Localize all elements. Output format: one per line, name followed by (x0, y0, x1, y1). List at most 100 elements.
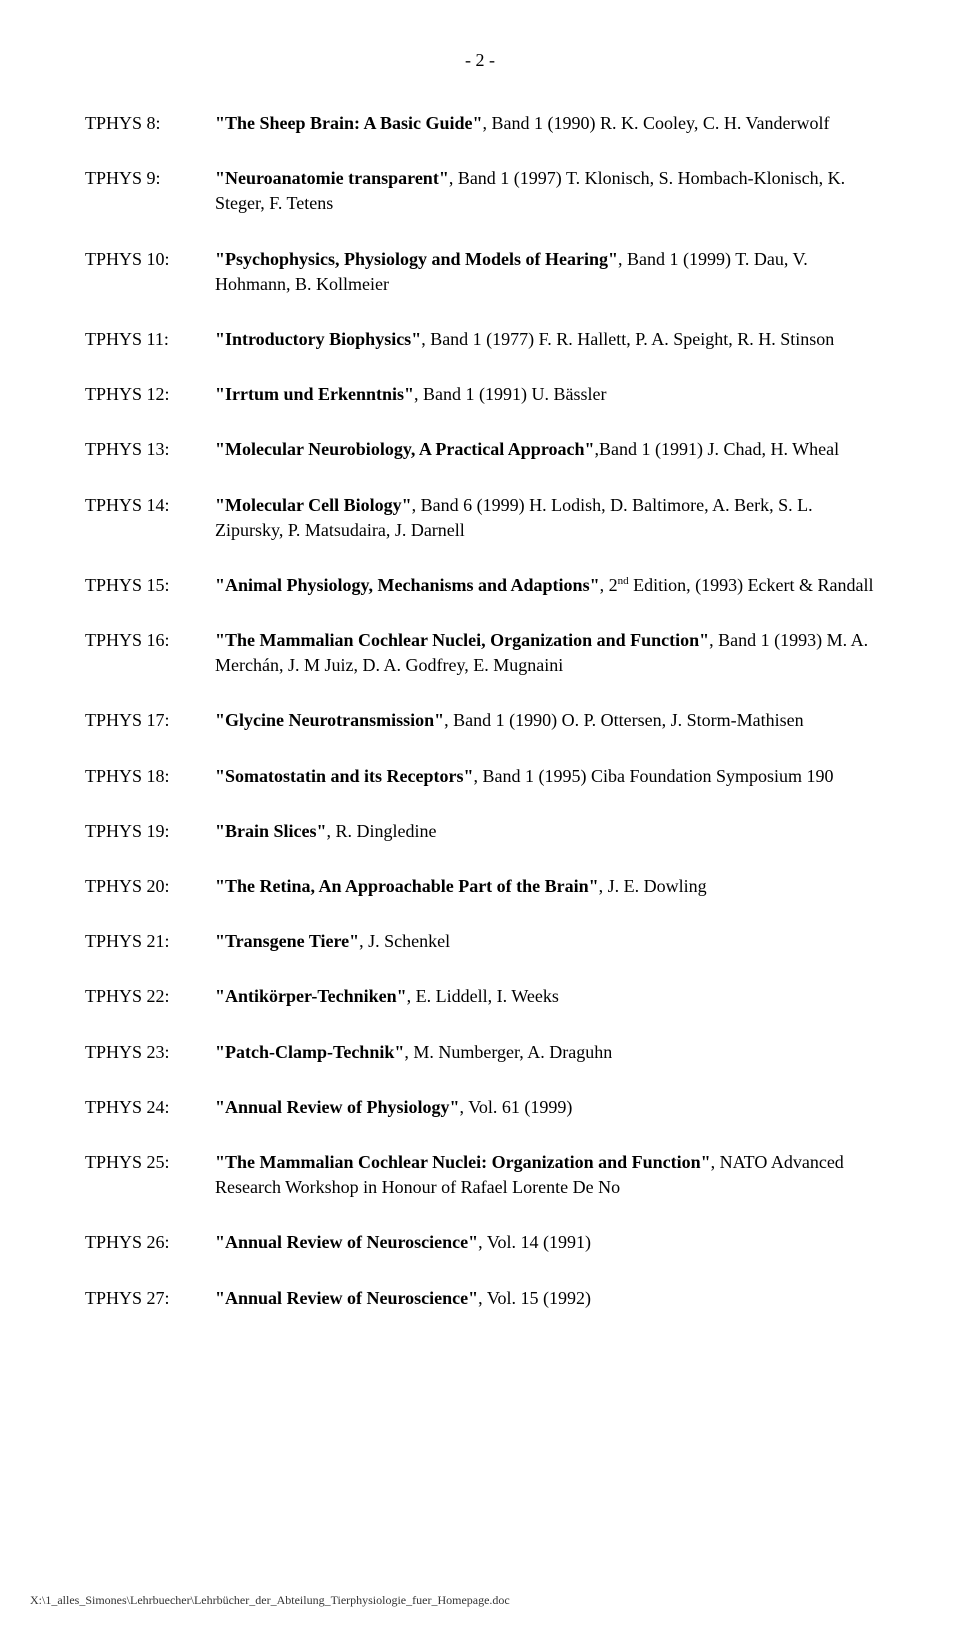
entry-content: "Transgene Tiere", J. Schenkel (215, 929, 875, 954)
entry-content: "The Retina, An Approachable Part of the… (215, 874, 875, 899)
entry-title: "The Retina, An Approachable Part of the… (215, 876, 599, 896)
entry-label: TPHYS 10: (85, 247, 215, 297)
list-item: TPHYS 23: "Patch-Clamp-Technik", M. Numb… (85, 1040, 875, 1065)
entry-rest: ,Band 1 (1991) J. Chad, H. Wheal (594, 439, 839, 459)
list-item: TPHYS 26: "Annual Review of Neuroscience… (85, 1230, 875, 1255)
entry-title: "Molecular Cell Biology" (215, 495, 412, 515)
entry-title: "Transgene Tiere" (215, 931, 359, 951)
entry-rest: , Band 1 (1990) R. K. Cooley, C. H. Vand… (483, 113, 830, 133)
list-item: TPHYS 21: "Transgene Tiere", J. Schenkel (85, 929, 875, 954)
entry-rest-post: Edition, (1993) Eckert & Randall (629, 575, 874, 595)
footer-path: X:\1_alles_Simones\Lehrbuecher\Lehrbüche… (30, 1593, 510, 1608)
entry-label: TPHYS 12: (85, 382, 215, 407)
entry-title: "Irrtum und Erkenntnis" (215, 384, 414, 404)
entry-label: TPHYS 15: (85, 573, 215, 598)
entry-label: TPHYS 22: (85, 984, 215, 1009)
entry-superscript: nd (618, 575, 629, 587)
entry-label: TPHYS 19: (85, 819, 215, 844)
list-item: TPHYS 22: "Antikörper-Techniken", E. Lid… (85, 984, 875, 1009)
entry-rest: , M. Numberger, A. Draguhn (404, 1042, 612, 1062)
entry-content: "Patch-Clamp-Technik", M. Numberger, A. … (215, 1040, 875, 1065)
entry-title: "Molecular Neurobiology, A Practical App… (215, 439, 594, 459)
page-container: - 2 - TPHYS 8: "The Sheep Brain: A Basic… (0, 0, 960, 1311)
entry-title: "Introductory Biophysics" (215, 329, 421, 349)
entry-title: "The Mammalian Cochlear Nuclei, Organiza… (215, 630, 709, 650)
list-item: TPHYS 19: "Brain Slices", R. Dingledine (85, 819, 875, 844)
entry-label: TPHYS 21: (85, 929, 215, 954)
entry-content: "Neuroanatomie transparent", Band 1 (199… (215, 166, 875, 216)
entry-title: "The Mammalian Cochlear Nuclei: Organiza… (215, 1152, 711, 1172)
entry-title: "Somatostatin and its Receptors" (215, 766, 473, 786)
entry-content: "Psychophysics, Physiology and Models of… (215, 247, 875, 297)
entry-rest: , J. Schenkel (359, 931, 450, 951)
entry-label: TPHYS 24: (85, 1095, 215, 1120)
entry-content: "Antikörper-Techniken", E. Liddell, I. W… (215, 984, 875, 1009)
entry-title: "Brain Slices" (215, 821, 327, 841)
entry-title: "Annual Review of Neuroscience" (215, 1232, 478, 1252)
entry-rest: , Band 1 (1995) Ciba Foundation Symposiu… (473, 766, 833, 786)
list-item: TPHYS 18: "Somatostatin and its Receptor… (85, 764, 875, 789)
entry-title: "Annual Review of Neuroscience" (215, 1288, 478, 1308)
list-item: TPHYS 20: "The Retina, An Approachable P… (85, 874, 875, 899)
entry-content: "The Sheep Brain: A Basic Guide", Band 1… (215, 111, 875, 136)
list-item: TPHYS 27: "Annual Review of Neuroscience… (85, 1286, 875, 1311)
entry-label: TPHYS 20: (85, 874, 215, 899)
entry-rest: , Band 1 (1991) U. Bässler (414, 384, 606, 404)
entry-content: "Glycine Neurotransmission", Band 1 (199… (215, 708, 875, 733)
entry-label: TPHYS 26: (85, 1230, 215, 1255)
entry-content: "Somatostatin and its Receptors", Band 1… (215, 764, 875, 789)
entry-content: "Molecular Cell Biology", Band 6 (1999) … (215, 493, 875, 543)
list-item: TPHYS 25: "The Mammalian Cochlear Nuclei… (85, 1150, 875, 1200)
list-item: TPHYS 15: "Animal Physiology, Mechanisms… (85, 573, 875, 598)
list-item: TPHYS 12: "Irrtum und Erkenntnis", Band … (85, 382, 875, 407)
entry-rest: , Vol. 61 (1999) (460, 1097, 573, 1117)
entry-label: TPHYS 23: (85, 1040, 215, 1065)
list-item: TPHYS 11: "Introductory Biophysics", Ban… (85, 327, 875, 352)
entry-label: TPHYS 17: (85, 708, 215, 733)
entry-label: TPHYS 14: (85, 493, 215, 543)
entry-rest: , Band 1 (1977) F. R. Hallett, P. A. Spe… (421, 329, 834, 349)
entry-title: "Glycine Neurotransmission" (215, 710, 444, 730)
entry-label: TPHYS 9: (85, 166, 215, 216)
entry-label: TPHYS 13: (85, 437, 215, 462)
entry-content: "Annual Review of Neuroscience", Vol. 14… (215, 1230, 875, 1255)
entry-title: "Animal Physiology, Mechanisms and Adapt… (215, 575, 600, 595)
entry-rest: , E. Liddell, I. Weeks (407, 986, 559, 1006)
entry-rest: , R. Dingledine (327, 821, 437, 841)
entry-label: TPHYS 11: (85, 327, 215, 352)
list-item: TPHYS 10: "Psychophysics, Physiology and… (85, 247, 875, 297)
entry-title: "Annual Review of Physiology" (215, 1097, 460, 1117)
entry-rest: , Vol. 14 (1991) (478, 1232, 591, 1252)
list-item: TPHYS 24: "Annual Review of Physiology",… (85, 1095, 875, 1120)
entry-label: TPHYS 25: (85, 1150, 215, 1200)
entry-content: "Annual Review of Physiology", Vol. 61 (… (215, 1095, 875, 1120)
list-item: TPHYS 8: "The Sheep Brain: A Basic Guide… (85, 111, 875, 136)
entry-title: "The Sheep Brain: A Basic Guide" (215, 113, 483, 133)
entry-content: "Irrtum und Erkenntnis", Band 1 (1991) U… (215, 382, 875, 407)
entry-title: "Patch-Clamp-Technik" (215, 1042, 404, 1062)
entry-title: "Neuroanatomie transparent" (215, 168, 449, 188)
list-item: TPHYS 13: "Molecular Neurobiology, A Pra… (85, 437, 875, 462)
list-item: TPHYS 14: "Molecular Cell Biology", Band… (85, 493, 875, 543)
entry-rest: , Band 1 (1990) O. P. Ottersen, J. Storm… (444, 710, 803, 730)
list-item: TPHYS 9: "Neuroanatomie transparent", Ba… (85, 166, 875, 216)
entry-content: "Annual Review of Neuroscience", Vol. 15… (215, 1286, 875, 1311)
list-item: TPHYS 16: "The Mammalian Cochlear Nuclei… (85, 628, 875, 678)
entry-rest: , J. E. Dowling (599, 876, 707, 896)
entry-rest: , Vol. 15 (1992) (478, 1288, 591, 1308)
entry-label: TPHYS 8: (85, 111, 215, 136)
entry-content: "Molecular Neurobiology, A Practical App… (215, 437, 875, 462)
entry-title: "Psychophysics, Physiology and Models of… (215, 249, 618, 269)
entry-title: "Antikörper-Techniken" (215, 986, 407, 1006)
entry-label: TPHYS 18: (85, 764, 215, 789)
entry-rest-pre: , 2 (600, 575, 618, 595)
entry-content: "Animal Physiology, Mechanisms and Adapt… (215, 573, 875, 598)
list-item: TPHYS 17: "Glycine Neurotransmission", B… (85, 708, 875, 733)
entry-label: TPHYS 27: (85, 1286, 215, 1311)
entry-label: TPHYS 16: (85, 628, 215, 678)
entry-content: "Introductory Biophysics", Band 1 (1977)… (215, 327, 875, 352)
entry-content: "The Mammalian Cochlear Nuclei, Organiza… (215, 628, 875, 678)
entry-content: "Brain Slices", R. Dingledine (215, 819, 875, 844)
entry-content: "The Mammalian Cochlear Nuclei: Organiza… (215, 1150, 875, 1200)
page-number: - 2 - (85, 50, 875, 71)
